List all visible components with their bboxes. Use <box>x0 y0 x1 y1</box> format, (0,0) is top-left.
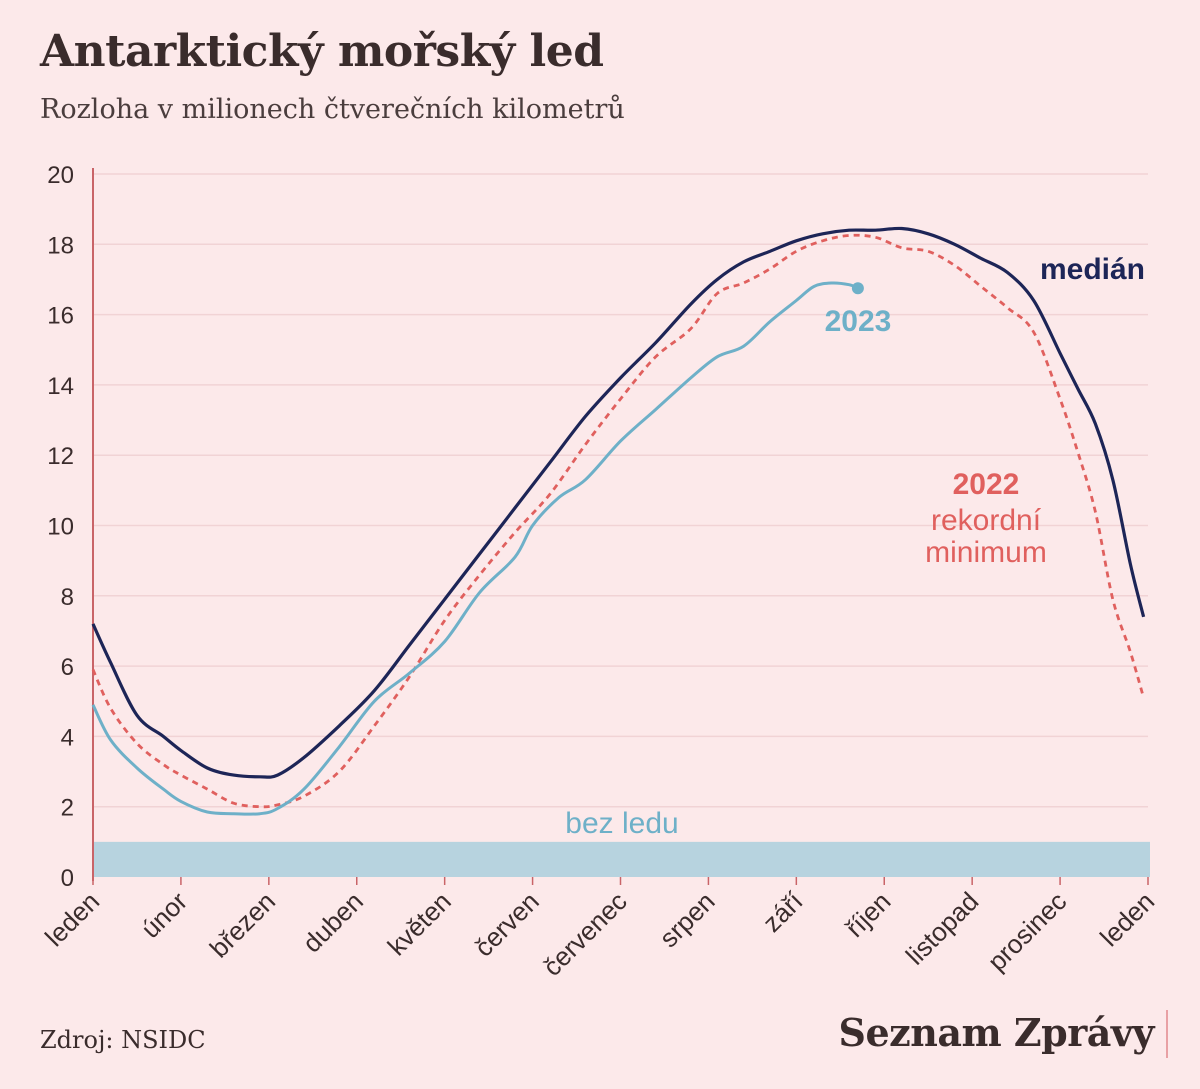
x-axis-ticks: leden únor březen duben květen červenčervenec… <box>39 877 1160 982</box>
y-tick-label: 20 <box>47 162 74 189</box>
series-line-median <box>91 226 1146 779</box>
x-tick-label: únor <box>135 886 193 944</box>
x-tick-label: červen <box>468 886 544 962</box>
x-tick-label: říjen <box>840 886 897 943</box>
y-tick-label: 6 <box>61 654 74 681</box>
source-note: Zdroj: NSIDC <box>40 1026 206 1054</box>
y-tick-label: 18 <box>47 232 74 259</box>
y-tick-label: 14 <box>47 373 74 400</box>
x-tick-label: leden <box>39 886 105 952</box>
series-label-2022-desc-line1: rekordní <box>931 504 1042 537</box>
series-label-2023: 2023 <box>825 305 892 338</box>
series-label-2022-year: 2022 <box>953 468 1020 501</box>
series-label-2022-desc-line2: minimum <box>925 536 1047 569</box>
grid-lines <box>93 173 1148 808</box>
publisher-logo: Seznam Zprávy <box>838 1010 1155 1055</box>
y-tick-label: 12 <box>47 443 74 470</box>
y-tick-label: 0 <box>61 865 74 892</box>
no-ice-band <box>93 841 1150 877</box>
series-line-2022 <box>91 233 1145 809</box>
x-tick-label: listopad <box>900 886 985 971</box>
y-tick-label: 8 <box>61 584 74 611</box>
x-tick-label: červenec <box>537 886 633 982</box>
y-axis-ticks: 0 2 4 6 8 10 12 14 16 18 20 <box>47 162 74 892</box>
chart-subtitle: Rozloha v milionech čtverečních kilometr… <box>40 94 625 125</box>
x-tick-label: březen <box>204 886 281 963</box>
x-tick-label: leden <box>1094 886 1160 952</box>
no-ice-band-label: bez ledu <box>565 807 678 840</box>
y-tick-label: 16 <box>47 303 74 330</box>
x-tick-label: duben <box>297 886 369 958</box>
x-tick-label: prosinec <box>982 886 1073 977</box>
series-line-2023 <box>91 281 859 816</box>
chart-title: Antarktický mořský led <box>40 26 604 77</box>
y-tick-label: 2 <box>61 795 74 822</box>
x-tick-label: září <box>757 885 809 937</box>
x-tick-label: srpen <box>653 886 720 953</box>
logo-accent-bar <box>1166 1010 1168 1058</box>
series-2023-end-dot <box>851 282 864 295</box>
y-tick-label: 4 <box>61 724 74 751</box>
series-label-median: medián <box>1040 253 1145 286</box>
y-tick-label: 10 <box>47 514 74 541</box>
x-tick-label: květen <box>382 886 457 961</box>
